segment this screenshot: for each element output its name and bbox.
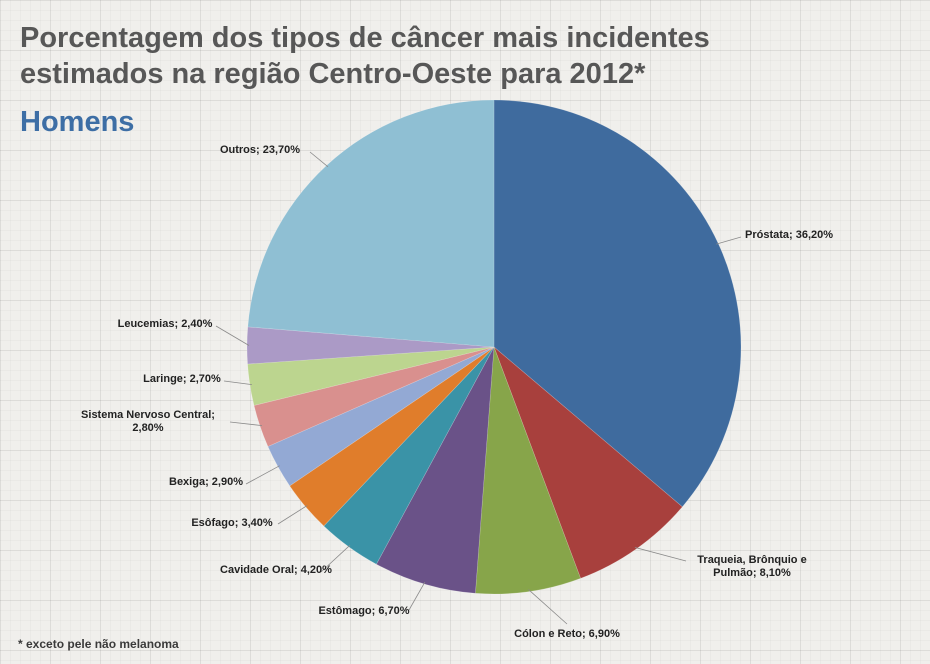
data-label: Próstata; 36,20% <box>745 229 833 241</box>
pie-slice-estomago <box>375 346 495 594</box>
leader-line <box>309 151 329 168</box>
data-label: Esôfago; 3,40% <box>191 517 273 529</box>
pie-slice-leucemias <box>246 326 495 365</box>
leader-line <box>245 465 280 485</box>
data-label: Cólon e Reto; 6,90% <box>514 628 620 640</box>
leader-line <box>528 589 568 625</box>
data-label: Bexiga; 2,90% <box>169 476 243 488</box>
chart-subtitle: Homens <box>20 106 135 138</box>
footnote: * exceto pele não melanoma <box>18 637 179 651</box>
leader-line <box>320 544 351 573</box>
pie-slice-colon-e-reto <box>475 346 581 595</box>
leader-line <box>716 236 742 245</box>
data-label: Cavidade Oral; 4,20% <box>220 564 332 576</box>
leader-line <box>215 325 250 346</box>
chart-title: Porcentagem dos tipos de câncer mais inc… <box>20 22 710 90</box>
data-label: Traqueia, Brônquio e Pulmão; 8,10% <box>697 554 806 579</box>
leader-line <box>408 581 426 611</box>
leader-line <box>634 547 687 562</box>
data-label: Sistema Nervoso Central; 2,80% <box>81 409 215 434</box>
leader-line <box>277 505 308 525</box>
pie-slice-traqueia-bronquio-e-pulmao <box>493 346 683 579</box>
data-label: Estômago; 6,70% <box>318 605 409 617</box>
data-label: Outros; 23,70% <box>220 144 300 156</box>
data-label: Laringe; 2,70% <box>143 373 221 385</box>
leader-line <box>229 421 263 426</box>
leader-line <box>223 380 252 385</box>
pie-slice-outros <box>247 99 495 348</box>
pie-slice-laringe <box>247 346 495 406</box>
pie-slice-sistema-nervoso-central <box>253 346 495 447</box>
data-label: Leucemias; 2,40% <box>118 318 213 330</box>
